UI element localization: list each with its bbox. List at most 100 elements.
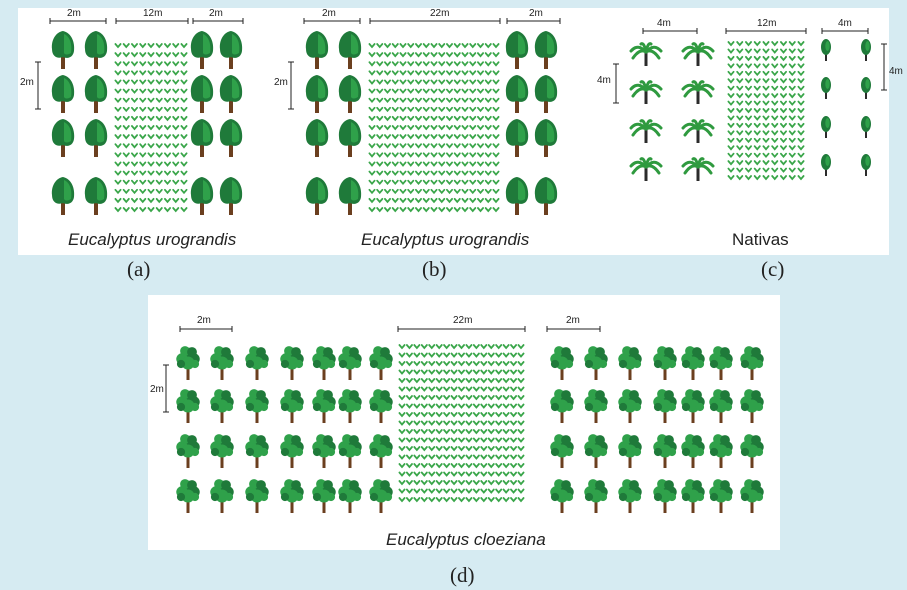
panel-c-left-tree-r1-c2	[681, 42, 715, 66]
panel-c-caption: (c)	[761, 257, 785, 281]
panel-a-right-tree-r2-c2	[219, 75, 243, 113]
panel-c-species-name: Nativas	[732, 230, 789, 249]
panel-d-left-tree-r4-c5	[312, 479, 336, 513]
panel-a-left-tree-r2-c2	[84, 75, 108, 113]
panel-c-right-spacing-label: 4m	[838, 18, 852, 29]
panel-d-right-tree-r2-c2	[584, 389, 608, 423]
panel-d-left-tree-r3-c3	[245, 434, 269, 468]
panel-a-right-spacing-line	[192, 18, 244, 24]
panel-d-left-tree-r2-c6	[338, 389, 362, 423]
panel-a-row-spacing-line	[35, 61, 41, 110]
panel-b-left-tree-r4-c1	[305, 177, 329, 215]
panel-a-left-tree-r3-c2	[84, 119, 108, 157]
panel-b-right-tree-r4-c2	[534, 177, 558, 215]
panel-c-right-tree-r2-c2	[861, 77, 871, 99]
panel-c-left-tree-r1-c1	[629, 42, 663, 66]
panel-c-left-tree-r2-c2	[681, 80, 715, 104]
panel-b-right-tree-r3-c2	[534, 119, 558, 157]
panel-d-left-tree-r2-c2	[210, 389, 234, 423]
panel-d-right-tree-r2-c6	[709, 389, 733, 423]
panel-d-caption: (d)	[450, 563, 475, 587]
panel-c-left-row-spacing-line	[613, 63, 619, 104]
panel-a-species-name: Eucalyptus urograndis	[68, 230, 237, 249]
panel-b-right-tree-r2-c2	[534, 75, 558, 113]
panel-a-crop-field	[114, 43, 188, 213]
panel-d-left-tree-r1-c7	[369, 346, 393, 380]
panel-d-row-spacing-line	[163, 364, 169, 413]
panel-c-right-tree-r1-c2	[861, 39, 871, 61]
panel-c-right-tree-r1-c1	[821, 39, 831, 61]
panel-c-left-tree-r4-c2	[681, 157, 715, 181]
panel-a-left-tree-r1-c1	[51, 31, 75, 69]
panel-d-left-tree-r1-c6	[338, 346, 362, 380]
panel-a-right-tree-r3-c1	[190, 119, 214, 157]
panel-d-right-tree-r2-c5	[681, 389, 705, 423]
panel-c-left-spacing-line	[642, 28, 698, 34]
panel-b-species-name: Eucalyptus urograndis	[361, 230, 530, 249]
panel-a-right-tree-r4-c1	[190, 177, 214, 215]
panel-d-row-spacing-label: 2m	[150, 384, 164, 395]
panel-c-left-tree-r4-c1	[629, 157, 663, 181]
panel-d-right-tree-r3-c2	[584, 434, 608, 468]
panel-d-right-tree-r4-c1	[550, 479, 574, 513]
panel-d-right-spacing-label: 2m	[566, 315, 580, 326]
panel-d-left-tree-r3-c2	[210, 434, 234, 468]
panel-d-center-width-line	[397, 326, 526, 332]
panel-d-crop-field	[398, 344, 525, 503]
panel-d-right-tree-r1-c7	[740, 346, 764, 380]
panel-c-right-tree-r2-c1	[821, 77, 831, 99]
panel-a-left-spacing-label: 2m	[67, 8, 81, 19]
panel-d-left-tree-r2-c7	[369, 389, 393, 423]
panel-d-left-tree-r3-c6	[338, 434, 362, 468]
panel-b-right-tree-r1-c2	[534, 31, 558, 69]
panel-a-left-tree-r4-c2	[84, 177, 108, 215]
panel-b-row-spacing-label: 2m	[274, 77, 288, 88]
panel-d-left-tree-r3-c1	[176, 434, 200, 468]
panel-d-left-tree-r3-c4	[280, 434, 304, 468]
panel-d-right-tree-r3-c1	[550, 434, 574, 468]
panel-d-left-tree-r2-c5	[312, 389, 336, 423]
panel-d-left-tree-r3-c5	[312, 434, 336, 468]
panel-c-right-tree-r4-c1	[821, 154, 831, 176]
panel-b-right-tree-r1-c1	[505, 31, 529, 69]
panel-d-right-tree-r3-c4	[653, 434, 677, 468]
panel-c-right-tree-r4-c2	[861, 154, 871, 176]
panel-a-left-tree-r1-c2	[84, 31, 108, 69]
panel-c-right-row-spacing-label: 4m	[889, 66, 903, 77]
panel-a-right-tree-r1-c1	[190, 31, 214, 69]
panel-d-left-tree-r3-c7	[369, 434, 393, 468]
panel-d-right-tree-r4-c2	[584, 479, 608, 513]
panel-b-right-spacing-line	[506, 18, 561, 24]
panel-a-left-spacing-line	[49, 18, 107, 24]
panel-a-right-spacing-label: 2m	[209, 8, 223, 19]
panel-a-caption: (a)	[127, 257, 151, 281]
panel-d-left-tree-r4-c1	[176, 479, 200, 513]
panel-d-left-tree-r1-c2	[210, 346, 234, 380]
panel-d-right-tree-r1-c2	[584, 346, 608, 380]
panel-c-right-spacing-line	[821, 28, 869, 34]
panel-d-left-tree-r4-c6	[338, 479, 362, 513]
panel-d-left-tree-r1-c3	[245, 346, 269, 380]
panel-d-right-tree-r2-c4	[653, 389, 677, 423]
panel-c-left-tree-r3-c2	[681, 119, 715, 143]
panel-d-left-tree-r4-c2	[210, 479, 234, 513]
panel-a-right-tree-r3-c2	[219, 119, 243, 157]
panel-d-right-tree-r4-c6	[709, 479, 733, 513]
panel-d-right-tree-r3-c5	[681, 434, 705, 468]
panel-d-right-tree-r1-c1	[550, 346, 574, 380]
panel-b-left-tree-r3-c2	[338, 119, 362, 157]
panel-b-left-tree-r4-c2	[338, 177, 362, 215]
panel-a-center-width-label: 12m	[143, 8, 163, 19]
panel-d-right-tree-r2-c3	[618, 389, 642, 423]
panel-b-caption: (b)	[422, 257, 447, 281]
panel-d-left-spacing-line	[179, 326, 233, 332]
panel-a-left-tree-r3-c1	[51, 119, 75, 157]
panel-b-crop-field	[368, 43, 500, 213]
panel-d-left-tree-r1-c1	[176, 346, 200, 380]
panel-b-left-spacing-line	[303, 18, 361, 24]
panel-b-left-tree-r3-c1	[305, 119, 329, 157]
panel-d-right-tree-r3-c6	[709, 434, 733, 468]
panel-c-left-tree-r2-c1	[629, 80, 663, 104]
panel-b-row-spacing-line	[288, 61, 294, 110]
